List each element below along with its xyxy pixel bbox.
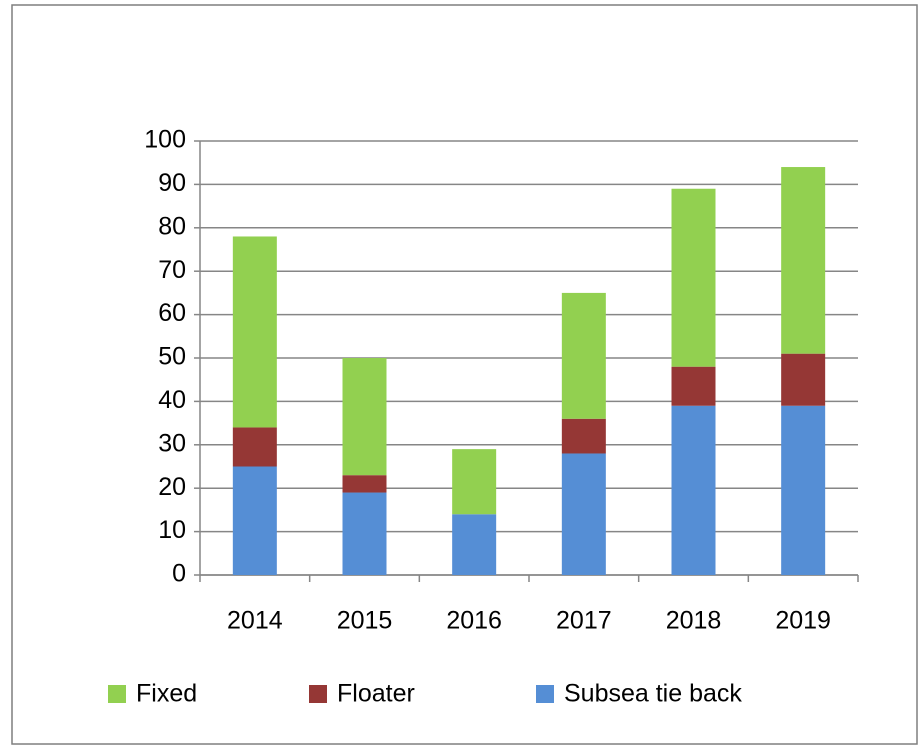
legend-swatch xyxy=(108,685,126,703)
chart-frame xyxy=(11,4,918,745)
y-tick-label: 70 xyxy=(158,256,186,284)
y-tick-label: 30 xyxy=(158,429,186,457)
bar-segment xyxy=(452,449,497,515)
bar-segment xyxy=(671,405,716,575)
y-tick-label: 50 xyxy=(158,343,186,371)
legend-label: Subsea tie back xyxy=(564,680,742,708)
bar-segment xyxy=(561,418,606,454)
y-tick-label: 0 xyxy=(172,560,186,588)
y-tick-label: 20 xyxy=(158,473,186,501)
bar-segment xyxy=(781,405,826,575)
legend-swatch xyxy=(309,685,327,703)
legend-label: Floater xyxy=(337,680,415,708)
x-tick-label: 2014 xyxy=(227,607,283,635)
y-tick-label: 60 xyxy=(158,299,186,327)
x-tick-label: 2015 xyxy=(337,607,393,635)
bar-segment xyxy=(342,492,387,575)
legend-label: Fixed xyxy=(136,680,197,708)
x-tick-label: 2019 xyxy=(775,607,831,635)
bar-segment xyxy=(671,188,716,367)
y-tick-label: 90 xyxy=(158,169,186,197)
bar-segment xyxy=(342,358,387,476)
bar-segment xyxy=(561,292,606,419)
bar-segment xyxy=(452,514,497,575)
bar-segment xyxy=(232,466,277,575)
bar-segment xyxy=(671,366,716,406)
legend-swatch xyxy=(536,685,554,703)
bar-segment xyxy=(232,427,277,467)
y-tick-label: 100 xyxy=(144,126,186,154)
bar-segment xyxy=(342,475,387,493)
bar-segment xyxy=(561,453,606,575)
y-tick-label: 10 xyxy=(158,516,186,544)
bar-segment xyxy=(232,236,277,428)
y-tick-label: 80 xyxy=(158,212,186,240)
x-tick-label: 2016 xyxy=(446,607,502,635)
bar-segment xyxy=(781,353,826,406)
bar-segment xyxy=(781,167,826,354)
y-tick-label: 40 xyxy=(158,386,186,414)
x-tick-label: 2017 xyxy=(556,607,612,635)
x-tick-label: 2018 xyxy=(666,607,722,635)
